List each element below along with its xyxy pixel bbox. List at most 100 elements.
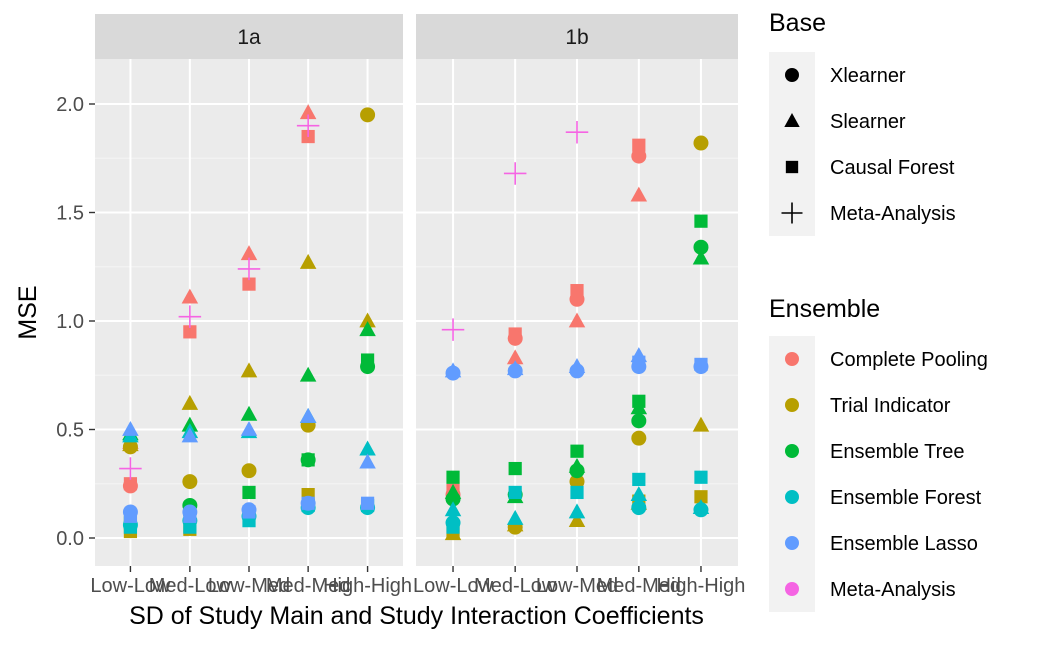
data-point (694, 470, 708, 484)
legend-label: Slearner (830, 111, 906, 133)
x-tick-label: Med-Med (597, 575, 681, 597)
data-point (631, 413, 647, 429)
data-point (122, 436, 139, 452)
data-point (568, 512, 586, 528)
data-point (123, 509, 138, 523)
data-point (299, 253, 317, 269)
data-point (570, 444, 584, 458)
data-point (507, 330, 523, 346)
data-point (569, 291, 585, 307)
legend-label: Ensemble Lasso (830, 533, 978, 555)
data-point (360, 359, 376, 375)
legend-label: Meta-Analysis (830, 579, 956, 601)
data-point (181, 288, 199, 304)
legend-key-color (785, 582, 799, 596)
legend-key-circle (785, 68, 799, 82)
y-axis-title: MSE (14, 285, 42, 339)
data-point (569, 474, 585, 490)
legend-key-color (785, 352, 799, 366)
data-point (693, 502, 709, 518)
data-point (693, 359, 709, 375)
data-point (568, 312, 586, 328)
data-point (299, 407, 317, 423)
x-tick-label: High-High (657, 575, 746, 597)
data-point (692, 416, 710, 432)
data-point (569, 363, 585, 379)
legend-label: Ensemble Tree (830, 441, 965, 463)
data-point (296, 114, 320, 137)
data-point (240, 420, 258, 436)
legend-base: Base Xlearner Slearner Causal Forest Meta-An… (769, 9, 956, 236)
data-point (122, 420, 139, 436)
data-point (441, 318, 465, 341)
data-point (359, 440, 376, 456)
facet-strip (416, 14, 738, 59)
data-point (631, 148, 647, 164)
data-point (632, 138, 646, 152)
legend-ensemble: Ensemble Complete Pooling Trial Indicator E… (769, 295, 988, 612)
legend-key-color (785, 444, 799, 458)
facet-strip-label: 1a (237, 26, 261, 49)
legend-label: Xlearner (830, 65, 906, 87)
data-point (242, 505, 256, 519)
legend-key-plus (781, 202, 803, 224)
x-tick-label: Low-Low (413, 575, 494, 597)
data-point (569, 463, 585, 479)
data-point (631, 359, 647, 375)
y-tick-label: 0.0 (56, 528, 84, 550)
data-point (445, 365, 461, 381)
data-point (692, 249, 710, 265)
data-point (631, 500, 647, 516)
legend-key-square (785, 160, 799, 174)
data-point (181, 427, 199, 443)
data-point (123, 477, 138, 491)
legend-key-color (785, 490, 799, 504)
data-point (119, 457, 142, 480)
legend-label: Ensemble Forest (830, 487, 982, 509)
facet-strip-label: 1b (565, 26, 588, 49)
data-point (240, 362, 258, 378)
x-tick-label: Med-Low (149, 575, 232, 597)
data-point (507, 363, 523, 379)
data-point (299, 366, 317, 382)
data-point (178, 305, 202, 328)
data-point (506, 509, 524, 525)
data-point (237, 257, 261, 281)
data-point (631, 430, 647, 446)
data-point (630, 399, 648, 415)
legend-label: Trial Indicator (830, 395, 951, 417)
x-tick-label: Med-Med (266, 575, 350, 597)
data-point (446, 470, 460, 484)
data-point (360, 496, 375, 510)
data-point (568, 503, 586, 519)
x-tick-label: High-High (323, 575, 412, 597)
data-point (632, 472, 646, 487)
x-tick-label: Low-Low (90, 575, 171, 597)
data-point (506, 349, 524, 365)
data-point (693, 135, 709, 151)
data-point (565, 120, 589, 144)
data-point (446, 520, 460, 534)
data-point (444, 501, 462, 517)
data-point (181, 394, 199, 410)
x-tick-label: Med-Low (474, 575, 557, 597)
x-tick-label: Low-Med (208, 575, 290, 597)
data-point (694, 490, 708, 504)
y-tick-label: 2.0 (56, 94, 84, 116)
data-point (508, 485, 522, 500)
data-point (360, 107, 376, 123)
legend-key-triangle (784, 113, 800, 127)
data-point (240, 405, 258, 421)
data-point (630, 186, 648, 202)
legend-key-color (785, 398, 799, 412)
data-point (123, 520, 138, 534)
y-tick-label: 1.5 (56, 203, 84, 225)
data-point (183, 509, 197, 523)
x-tick-label: Low-Med (536, 575, 618, 597)
data-point (299, 104, 317, 120)
data-point (240, 245, 258, 261)
data-point (242, 277, 256, 291)
